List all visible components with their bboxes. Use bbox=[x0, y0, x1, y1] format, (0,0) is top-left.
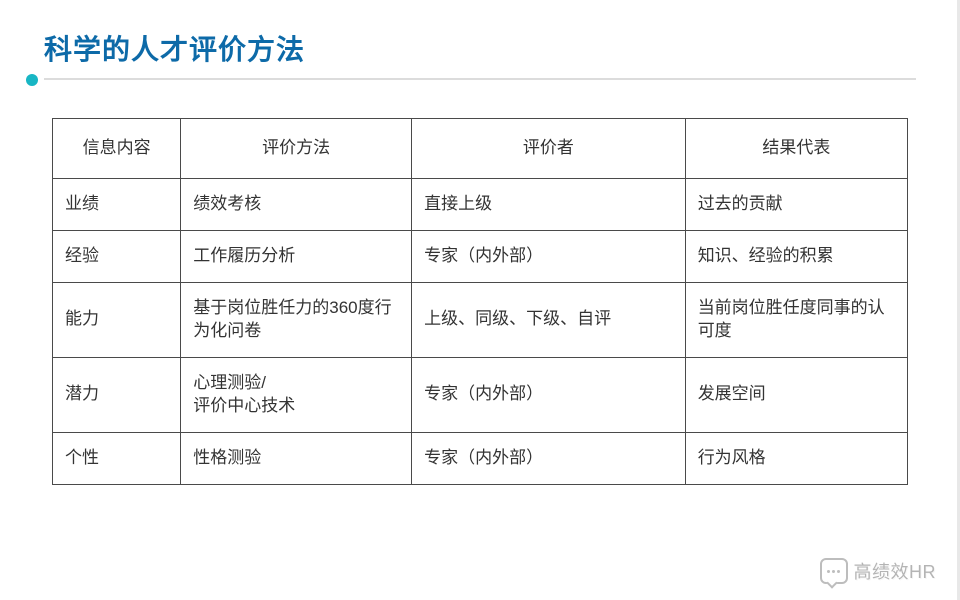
slide: 科学的人才评价方法 信息内容 评价方法 评价者 结果代表 业绩 绩效考核 直接 bbox=[0, 0, 960, 600]
cell: 发展空间 bbox=[685, 357, 907, 432]
watermark: 高绩效HR bbox=[820, 558, 937, 584]
title-rule bbox=[44, 78, 916, 80]
cell: 当前岗位胜任度同事的认可度 bbox=[685, 282, 907, 357]
col-header: 评价方法 bbox=[181, 119, 412, 179]
cell: 潜力 bbox=[53, 357, 181, 432]
watermark-text: 高绩效HR bbox=[854, 558, 937, 584]
wechat-icon bbox=[820, 558, 848, 584]
cell: 性格测验 bbox=[181, 432, 412, 484]
cell: 心理测验/评价中心技术 bbox=[181, 357, 412, 432]
col-header: 结果代表 bbox=[685, 119, 907, 179]
page-title: 科学的人才评价方法 bbox=[44, 28, 916, 68]
cell: 业绩 bbox=[53, 178, 181, 230]
rule-dot bbox=[26, 74, 38, 86]
cell: 工作履历分析 bbox=[181, 230, 412, 282]
cell: 过去的贡献 bbox=[685, 178, 907, 230]
cell: 知识、经验的积累 bbox=[685, 230, 907, 282]
cell: 能力 bbox=[53, 282, 181, 357]
cell: 专家（内外部） bbox=[412, 230, 686, 282]
table-row: 经验 工作履历分析 专家（内外部） 知识、经验的积累 bbox=[53, 230, 908, 282]
cell: 基于岗位胜任力的360度行为化问卷 bbox=[181, 282, 412, 357]
col-header: 信息内容 bbox=[53, 119, 181, 179]
cell: 专家（内外部） bbox=[412, 432, 686, 484]
table-row: 个性 性格测验 专家（内外部） 行为风格 bbox=[53, 432, 908, 484]
col-header: 评价者 bbox=[412, 119, 686, 179]
cell: 专家（内外部） bbox=[412, 357, 686, 432]
table-row: 业绩 绩效考核 直接上级 过去的贡献 bbox=[53, 178, 908, 230]
table-row: 能力 基于岗位胜任力的360度行为化问卷 上级、同级、下级、自评 当前岗位胜任度… bbox=[53, 282, 908, 357]
evaluation-table: 信息内容 评价方法 评价者 结果代表 业绩 绩效考核 直接上级 过去的贡献 经验… bbox=[52, 118, 908, 485]
cell: 绩效考核 bbox=[181, 178, 412, 230]
cell: 上级、同级、下级、自评 bbox=[412, 282, 686, 357]
cell: 直接上级 bbox=[412, 178, 686, 230]
cell: 个性 bbox=[53, 432, 181, 484]
table-header-row: 信息内容 评价方法 评价者 结果代表 bbox=[53, 119, 908, 179]
table-row: 潜力 心理测验/评价中心技术 专家（内外部） 发展空间 bbox=[53, 357, 908, 432]
cell: 行为风格 bbox=[685, 432, 907, 484]
table-wrap: 信息内容 评价方法 评价者 结果代表 业绩 绩效考核 直接上级 过去的贡献 经验… bbox=[44, 86, 916, 485]
cell: 经验 bbox=[53, 230, 181, 282]
